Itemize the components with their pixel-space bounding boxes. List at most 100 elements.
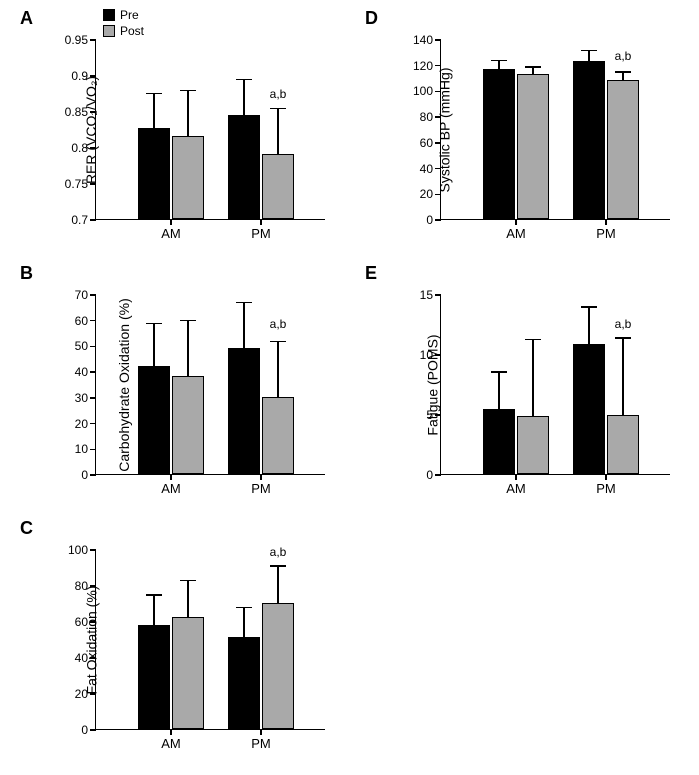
x-tick	[605, 219, 607, 225]
y-tick-label: 0	[426, 468, 433, 482]
error-cap	[146, 93, 162, 95]
y-tick-label: 0	[426, 213, 433, 227]
error-cap	[146, 323, 162, 325]
bar	[228, 637, 260, 729]
y-tick	[435, 194, 441, 196]
error-bar	[498, 372, 500, 410]
error-bar	[622, 338, 624, 416]
y-tick	[90, 657, 96, 659]
panel-letter-c: C	[20, 518, 33, 539]
bar	[483, 409, 515, 474]
x-tick	[605, 474, 607, 480]
error-bar	[588, 50, 590, 62]
y-tick	[90, 693, 96, 695]
panel-letter-d: D	[365, 8, 378, 29]
error-bar	[532, 67, 534, 75]
error-bar	[187, 90, 189, 137]
y-tick	[435, 91, 441, 93]
y-tick	[435, 354, 441, 356]
x-tick-label: PM	[251, 481, 271, 496]
error-cap	[581, 50, 597, 52]
y-tick-label: 0.85	[65, 105, 88, 119]
bar	[517, 74, 549, 219]
error-bar	[187, 581, 189, 619]
y-tick-label: 20	[75, 687, 88, 701]
x-tick-label: PM	[596, 226, 616, 241]
bar	[172, 136, 204, 219]
y-tick-label: 40	[75, 651, 88, 665]
y-tick	[90, 75, 96, 77]
x-tick-label: PM	[251, 736, 271, 751]
error-bar	[153, 595, 155, 626]
plot-e: 051015AMPMa,b	[440, 295, 670, 475]
y-tick	[90, 449, 96, 451]
y-tick-label: 60	[75, 314, 88, 328]
bar	[607, 415, 639, 474]
error-bar	[277, 108, 279, 155]
x-tick	[260, 474, 262, 480]
y-tick-label: 0.75	[65, 177, 88, 191]
x-tick-label: AM	[161, 226, 181, 241]
error-cap	[236, 302, 252, 304]
y-tick-label: 0.7	[71, 213, 88, 227]
y-tick	[435, 414, 441, 416]
y-tick-label: 140	[413, 33, 433, 47]
error-bar	[243, 303, 245, 349]
y-tick	[90, 423, 96, 425]
error-cap	[236, 79, 252, 81]
error-bar	[243, 80, 245, 116]
annotation: a,b	[270, 317, 287, 331]
y-tick	[90, 219, 96, 221]
figure: PrePost A RER (VCO₂/VO₂) 0.70.750.80.850…	[0, 0, 699, 775]
bar	[573, 344, 605, 474]
y-tick	[90, 549, 96, 551]
y-tick	[435, 142, 441, 144]
error-cap	[525, 66, 541, 68]
error-cap	[270, 565, 286, 567]
error-cap	[270, 341, 286, 343]
error-cap	[270, 108, 286, 110]
error-cap	[180, 90, 196, 92]
y-tick	[435, 168, 441, 170]
legend-label: Pre	[120, 8, 139, 22]
error-bar	[187, 321, 189, 378]
bar	[138, 128, 170, 219]
x-tick	[170, 219, 172, 225]
y-tick-label: 40	[75, 365, 88, 379]
x-tick-label: AM	[161, 481, 181, 496]
error-cap	[615, 71, 631, 73]
x-tick-label: AM	[506, 226, 526, 241]
error-cap	[581, 306, 597, 308]
bar	[607, 80, 639, 219]
error-cap	[491, 371, 507, 373]
y-tick-label: 70	[75, 288, 88, 302]
plot-d: 020406080100120140AMPMa,b	[440, 40, 670, 220]
x-tick-label: PM	[596, 481, 616, 496]
bar	[228, 115, 260, 219]
x-tick-label: AM	[506, 481, 526, 496]
y-tick-label: 100	[68, 543, 88, 557]
y-tick-label: 60	[420, 136, 433, 150]
plot-c: 020406080100AMPMa,b	[95, 550, 325, 730]
y-tick	[90, 320, 96, 322]
error-bar	[532, 339, 534, 417]
y-tick	[90, 183, 96, 185]
y-tick-label: 0.95	[65, 33, 88, 47]
error-bar	[277, 566, 279, 604]
bar	[172, 376, 204, 474]
y-tick-label: 60	[75, 615, 88, 629]
y-tick-label: 80	[75, 579, 88, 593]
error-bar	[243, 608, 245, 639]
x-tick-label: AM	[161, 736, 181, 751]
y-tick	[435, 474, 441, 476]
y-tick-label: 50	[75, 339, 88, 353]
bar	[138, 366, 170, 474]
error-cap	[236, 607, 252, 609]
y-tick	[90, 39, 96, 41]
legend-swatch	[103, 9, 115, 21]
annotation: a,b	[615, 317, 632, 331]
error-bar	[153, 323, 155, 367]
x-tick	[515, 474, 517, 480]
error-bar	[153, 93, 155, 129]
plot-b: 010203040506070AMPMa,b	[95, 295, 325, 475]
